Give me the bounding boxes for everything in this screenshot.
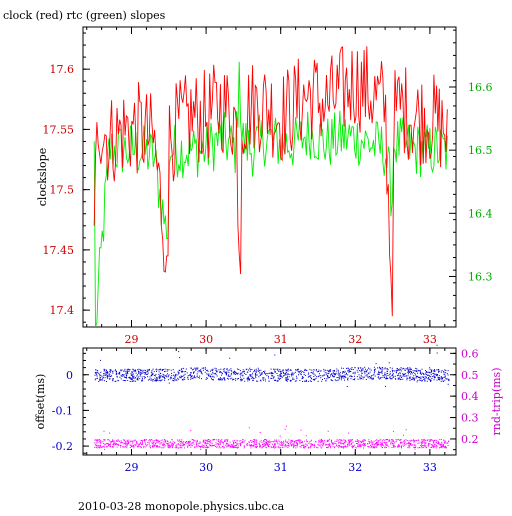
y2-tick-label: 16.6 <box>468 81 493 94</box>
y2-tick-label: 0.2 <box>461 433 479 446</box>
y2-tick-label: 16.4 <box>468 207 493 220</box>
rtc-series-line <box>93 61 448 327</box>
slope-plot-frame <box>82 26 457 328</box>
x-tick-label: 33 <box>423 333 437 346</box>
y2-tick-label: 0.3 <box>461 412 479 425</box>
y2-tick-label: 0.6 <box>461 347 479 360</box>
y-tick-label: 0 <box>66 369 73 382</box>
offset-plot-frame <box>82 347 457 456</box>
y-tick-label: 17.5 <box>50 184 75 197</box>
x-tick-label: 30 <box>199 333 213 346</box>
y2-tick-label: 0.5 <box>461 369 479 382</box>
rnd-trip-series-points <box>94 425 450 450</box>
y-tick-label: -0.1 <box>52 404 73 417</box>
y2-tick-label: 16.3 <box>468 270 493 283</box>
footer-caption: 2010-03-28 monopole.physics.ubc.ca <box>78 500 285 512</box>
x-tick-label: 32 <box>348 461 362 474</box>
x-tick-label: 31 <box>274 461 288 474</box>
chart-title: clock (red) rtc (green) slopes <box>3 9 166 22</box>
y-tick-label: 17.55 <box>43 123 75 136</box>
y-tick-label: -0.2 <box>52 440 73 453</box>
y2-axis-label: rnd-trip(ms) <box>490 368 503 436</box>
y-axis-label: clockslope <box>36 148 49 206</box>
y-axis-label: offset(ms) <box>34 374 47 430</box>
y-tick-label: 17.4 <box>50 304 75 317</box>
offset-plot: 29 30 31 32 33 0 -0.1 -0.2 0.2 0.3 0.4 0.5 0.6 offset… <box>34 344 503 474</box>
y2-tick-label: 16.5 <box>468 144 493 157</box>
x-tick-label: 29 <box>124 333 138 346</box>
x-tick-label: 30 <box>199 461 213 474</box>
x-tick-label: 31 <box>274 333 288 346</box>
x-tick-label: 29 <box>124 461 138 474</box>
x-tick-label: 32 <box>348 333 362 346</box>
slope-plot: 29 30 31 32 33 17.4 17.45 17.5 17.55 17.6 16.3 16.4… <box>36 26 493 346</box>
clock-series-line <box>93 45 448 317</box>
y-tick-label: 17.6 <box>50 63 75 76</box>
offset-series-points <box>94 344 450 387</box>
y-tick-label: 17.45 <box>43 244 75 257</box>
x-tick-label: 33 <box>423 461 437 474</box>
y2-tick-label: 0.4 <box>461 390 479 403</box>
